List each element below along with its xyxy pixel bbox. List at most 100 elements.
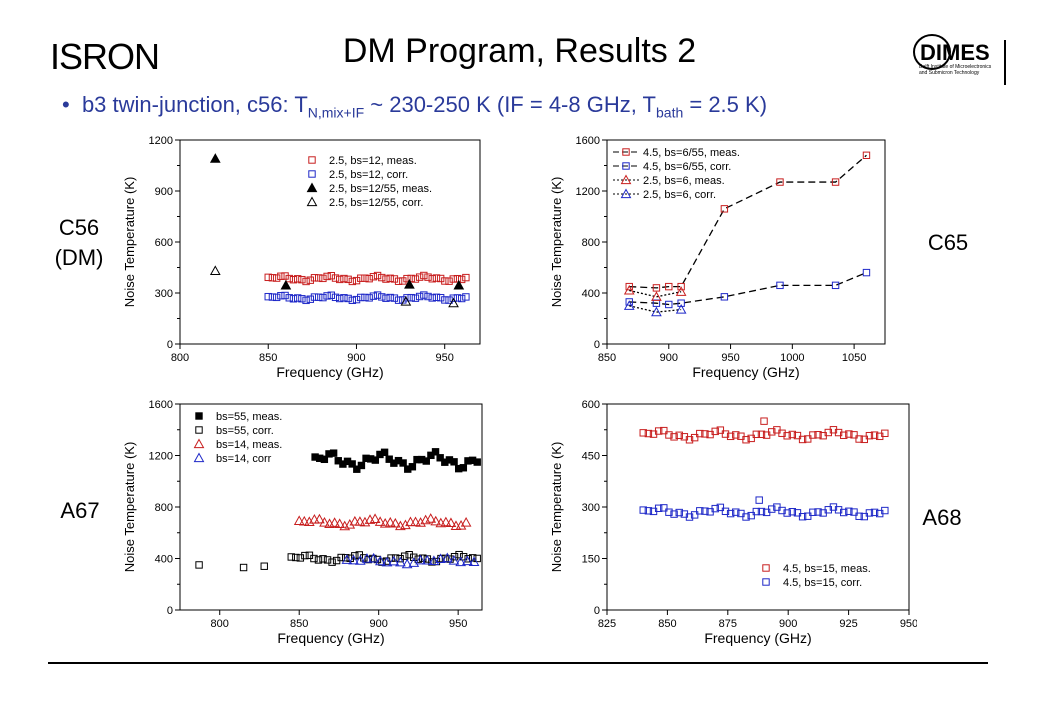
series-0 (625, 151, 871, 292)
data-point (353, 465, 361, 473)
data-point (431, 448, 440, 456)
data-point (783, 509, 791, 517)
slide-title: DM Program, Results 2 (342, 32, 697, 70)
data-point (644, 429, 653, 438)
data-point (239, 563, 248, 572)
data-point (783, 432, 791, 440)
data-point (302, 296, 310, 305)
data-point (400, 295, 412, 306)
data-point (831, 178, 840, 186)
data-point (732, 431, 740, 439)
data-point (752, 430, 761, 439)
legend-label: 2.5, bs=12, meas. (329, 155, 417, 167)
data-point (298, 295, 306, 303)
data-point (405, 551, 413, 559)
data-point (768, 428, 776, 436)
data-point (415, 554, 426, 565)
data-point (798, 435, 807, 444)
subtitle-sub2: bath (656, 104, 684, 121)
data-point (726, 509, 735, 518)
legend-label: 4.5, bs=6/55, meas. (643, 147, 740, 159)
data-point (407, 293, 415, 302)
legend-label: 2.5, bs=12/55, meas. (329, 183, 432, 195)
data-point (623, 300, 635, 310)
legend-label: bs=14, corr (216, 453, 272, 465)
legend-label: 4.5, bs=15, meas. (783, 563, 871, 575)
data-point (441, 277, 449, 285)
data-point (298, 515, 310, 526)
header-divider (1004, 40, 1006, 85)
data-point (314, 513, 325, 524)
data-point (319, 274, 327, 283)
data-point (331, 293, 340, 302)
data-point (336, 294, 344, 303)
y-tick-label: 0 (167, 605, 173, 617)
data-point (348, 296, 357, 305)
data-point (809, 508, 817, 516)
series-line (629, 271, 867, 306)
data-point (865, 509, 874, 517)
data-point (348, 554, 359, 565)
data-point (320, 455, 329, 464)
data-point (285, 274, 293, 283)
y-tick-label: 1200 (149, 451, 173, 463)
data-point (310, 554, 318, 563)
data-point (450, 553, 459, 561)
data-point (747, 511, 755, 520)
data-point (341, 554, 353, 564)
subtitle-post: = 2.5 K) (683, 92, 768, 117)
data-point (464, 555, 472, 563)
data-point (696, 507, 704, 515)
data-point (365, 294, 373, 302)
data-point (348, 460, 356, 468)
data-point (862, 268, 871, 277)
data-point (865, 431, 874, 440)
data-point (455, 519, 467, 530)
data-point (303, 516, 315, 526)
data-point (448, 297, 459, 308)
legend-label: 4.5, bs=6/55, corr. (643, 161, 731, 173)
data-point (289, 276, 298, 284)
legend-label: bs=55, meas. (216, 411, 282, 423)
series-2 (293, 513, 472, 531)
data-point (408, 463, 417, 471)
legend-marker (308, 170, 316, 178)
x-tick-label: 850 (658, 618, 676, 630)
data-point (665, 431, 673, 439)
data-point (623, 284, 635, 295)
series-line (629, 305, 682, 313)
series-3 (341, 552, 480, 569)
isron-logo: ISRON (50, 36, 160, 77)
data-point (778, 429, 786, 437)
data-point (361, 553, 373, 563)
chart-c65: 850 900 950 1000 1050 0 400 800 1200 1600 Frequenc… (549, 135, 886, 380)
data-point (768, 505, 776, 513)
data-point (721, 430, 730, 438)
data-point (289, 295, 298, 303)
data-point (359, 516, 371, 527)
data-point (424, 292, 432, 301)
data-point (690, 433, 699, 442)
data-point (380, 448, 389, 456)
y-tick-label: 0 (594, 339, 600, 351)
legend-marker (306, 182, 318, 193)
series-2 (623, 284, 687, 301)
data-point (365, 274, 373, 283)
x-tick-label: 900 (370, 618, 388, 630)
data-point (399, 459, 407, 467)
data-point (209, 153, 221, 163)
y-tick-label: 150 (582, 554, 600, 566)
label-a67: A67 (60, 498, 100, 523)
legend: 4.5, bs=15, meas. 4.5, bs=15, corr. (762, 563, 871, 589)
y-tick-label: 1600 (576, 135, 600, 147)
data-point (385, 455, 393, 463)
data-point (272, 274, 281, 282)
y-tick-label: 1200 (149, 135, 173, 147)
data-point (436, 294, 445, 302)
data-point (415, 273, 424, 281)
legend-marker (622, 162, 630, 170)
data-point (323, 292, 331, 300)
data-point (337, 553, 345, 562)
y-tick-label: 800 (582, 237, 600, 249)
data-point (328, 558, 336, 566)
